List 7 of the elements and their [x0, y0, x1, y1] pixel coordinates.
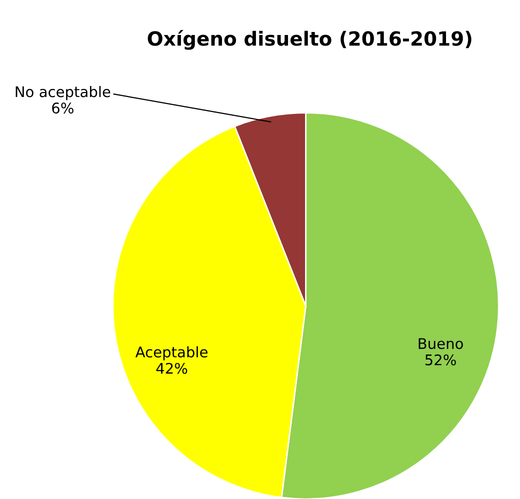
- slice-label: Aceptable: [135, 346, 208, 360]
- data-label: 42%: [156, 362, 188, 374]
- data-label: 52%: [425, 354, 456, 366]
- chart-title: Oxígeno disuelto (2016-2019): [148, 30, 472, 50]
- slice-label: Bueno: [418, 338, 463, 350]
- data-label: 6%: [52, 102, 74, 114]
- slice-label: No aceptable: [16, 86, 110, 100]
